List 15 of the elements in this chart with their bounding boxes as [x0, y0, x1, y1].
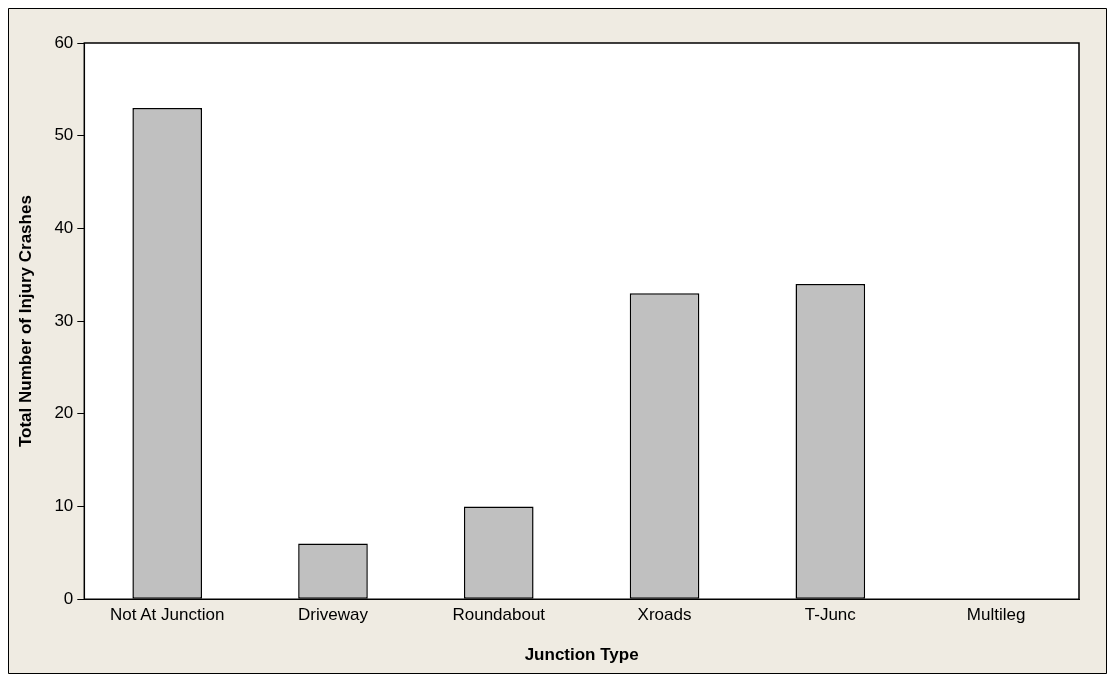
x-tick-label: Not At Junction [110, 605, 225, 625]
y-tick-label: 60 [54, 32, 74, 52]
y-tick-label: 50 [54, 125, 74, 145]
x-tick-label: Driveway [298, 605, 369, 625]
y-tick-label: 40 [54, 218, 74, 238]
x-tick-label: Multileg [966, 605, 1026, 625]
y-tick-label: 10 [54, 496, 74, 516]
y-tick-label: 20 [54, 403, 74, 423]
y-tick-label: 0 [63, 588, 74, 608]
x-tick-label: Xroads [637, 605, 692, 625]
y-tick-label: 30 [54, 310, 74, 330]
x-tick-label: Roundabout [452, 605, 546, 625]
x-axis-title: Junction Type [524, 645, 639, 665]
x-tick-label: T-Junc [804, 605, 857, 625]
y-axis-title: Total Number of Injury Crashes [15, 195, 35, 448]
